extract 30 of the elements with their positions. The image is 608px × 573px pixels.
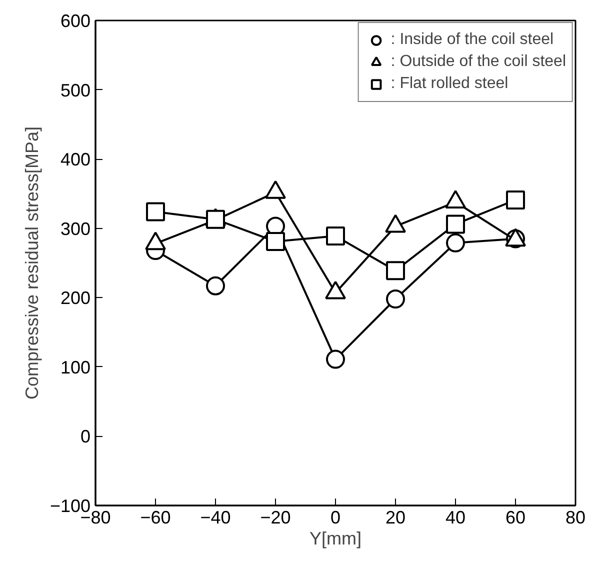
point bbox=[146, 202, 165, 222]
legend-label: : Outside of the coil steel bbox=[390, 53, 566, 71]
point bbox=[326, 226, 345, 246]
x-tick-label: 20 bbox=[385, 508, 406, 528]
point bbox=[386, 290, 405, 309]
x-tick-label: 60 bbox=[505, 508, 526, 528]
x-tick-label: 40 bbox=[445, 508, 466, 528]
x-tick-label: 80 bbox=[565, 508, 586, 528]
x-axis-title: Y[mm] bbox=[310, 528, 362, 548]
y-tick-label: 0 bbox=[80, 426, 91, 447]
y-tick-label: 500 bbox=[60, 80, 91, 100]
point bbox=[506, 190, 525, 210]
point bbox=[266, 232, 285, 252]
point bbox=[386, 261, 405, 280]
x-tick-label: −60 bbox=[140, 508, 171, 528]
y-axis-title: Compressive residual stress[MPa] bbox=[22, 126, 42, 400]
y-tick-label: 400 bbox=[60, 150, 91, 170]
y-tick-label: 100 bbox=[60, 357, 91, 378]
y-tick-label: 600 bbox=[60, 11, 91, 31]
y-tick-label: 300 bbox=[60, 218, 91, 239]
x-tick-label: −20 bbox=[260, 508, 291, 528]
point bbox=[446, 233, 465, 252]
point bbox=[446, 214, 465, 234]
legend-label: : Flat rolled steel bbox=[390, 75, 508, 93]
x-tick-label: 0 bbox=[330, 508, 341, 528]
point bbox=[326, 350, 345, 369]
x-tick-label: −40 bbox=[200, 508, 231, 528]
point bbox=[206, 276, 225, 296]
y-tick-label: 200 bbox=[60, 288, 91, 308]
legend-label: : Inside of the coil steel bbox=[390, 31, 554, 49]
